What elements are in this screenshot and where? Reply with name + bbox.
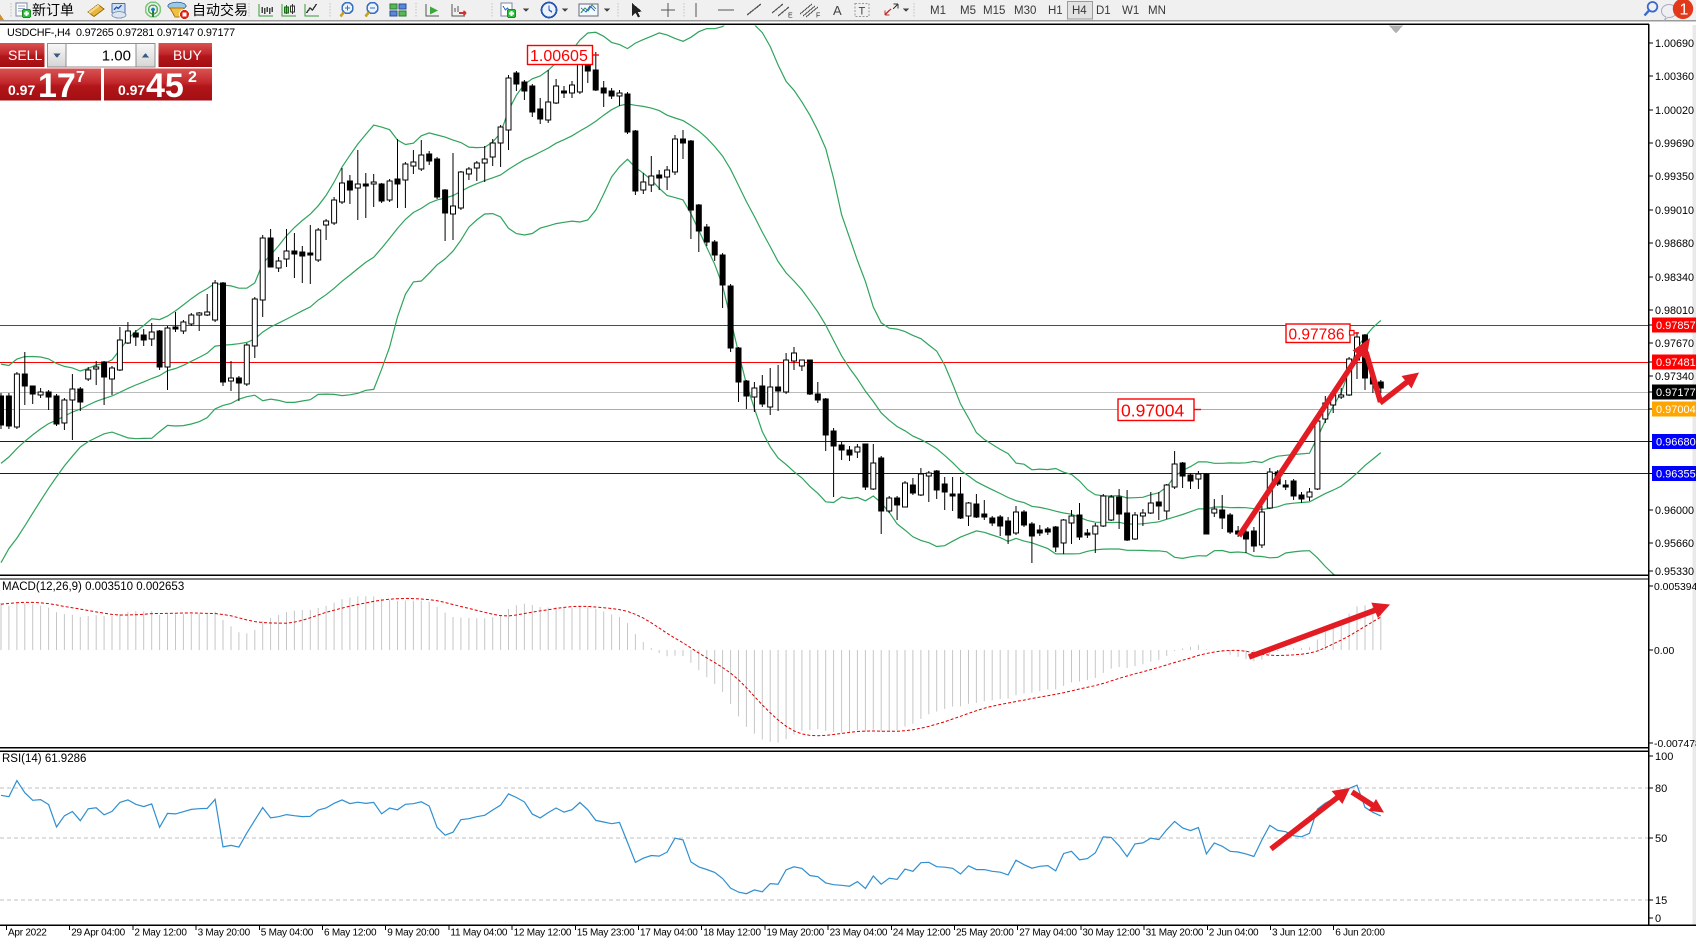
svg-text:SELL: SELL	[8, 47, 42, 63]
svg-text:1.00360: 1.00360	[1655, 71, 1694, 83]
svg-text:30 May 12:00: 30 May 12:00	[1082, 928, 1140, 939]
svg-text:31 May 20:00: 31 May 20:00	[1146, 928, 1204, 939]
svg-text:0.97481: 0.97481	[1656, 357, 1696, 369]
svg-text:11 May 04:00: 11 May 04:00	[450, 928, 508, 939]
svg-text:0.97340: 0.97340	[1655, 371, 1694, 383]
svg-text:25 May 20:00: 25 May 20:00	[956, 928, 1014, 939]
svg-text:0.97786: 0.97786	[1289, 327, 1345, 344]
svg-text:6 Jun 20:00: 6 Jun 20:00	[1335, 928, 1385, 939]
svg-text:0: 0	[1655, 913, 1661, 925]
svg-text:BUY: BUY	[173, 47, 202, 63]
svg-text:0.99350: 0.99350	[1655, 171, 1694, 183]
svg-text:H4: H4	[1072, 5, 1087, 17]
svg-text:USDCHF-,H4 0.97265 0.97281 0.: USDCHF-,H4 0.97265 0.97281 0.97147 0.971…	[7, 27, 235, 39]
svg-text:0.005394: 0.005394	[1654, 582, 1696, 593]
svg-text:0.97: 0.97	[8, 82, 35, 98]
svg-text:7: 7	[76, 69, 85, 86]
svg-text:M5: M5	[960, 5, 976, 17]
svg-text:Apr 2022: Apr 2022	[8, 928, 47, 939]
svg-text:0.95660: 0.95660	[1655, 538, 1694, 550]
svg-text:0.97004: 0.97004	[1121, 401, 1185, 421]
svg-text:6 May 12:00: 6 May 12:00	[324, 928, 377, 939]
svg-text:2: 2	[188, 69, 197, 86]
svg-text:15: 15	[1655, 895, 1667, 907]
svg-text:1.00690: 1.00690	[1655, 38, 1694, 50]
svg-text:新订单: 新订单	[32, 2, 74, 18]
svg-text:RSI(14) 61.9286: RSI(14) 61.9286	[2, 753, 86, 765]
svg-text:0.97004: 0.97004	[1656, 404, 1696, 416]
svg-text:0.96000: 0.96000	[1655, 505, 1694, 517]
svg-text:T: T	[859, 6, 866, 18]
svg-text:100: 100	[1655, 751, 1673, 763]
svg-text:50: 50	[1655, 833, 1667, 845]
svg-text:0.96680: 0.96680	[1656, 437, 1696, 449]
svg-text:自动交易: 自动交易	[192, 2, 248, 18]
svg-text:D1: D1	[1096, 5, 1111, 17]
svg-text:0.95330: 0.95330	[1655, 566, 1694, 578]
svg-text:1.00: 1.00	[102, 48, 131, 65]
svg-text:15 May 23:00: 15 May 23:00	[577, 928, 635, 939]
svg-text:-0.007478: -0.007478	[1654, 739, 1696, 750]
svg-text:9 May 20:00: 9 May 20:00	[387, 928, 440, 939]
svg-text:0.00: 0.00	[1654, 646, 1674, 657]
svg-text:45: 45	[146, 67, 184, 105]
svg-text:24 May 12:00: 24 May 12:00	[893, 928, 951, 939]
svg-text:F: F	[816, 13, 820, 20]
svg-text:H1: H1	[1048, 5, 1063, 17]
svg-text:3 Jun 12:00: 3 Jun 12:00	[1272, 928, 1322, 939]
svg-text:MACD(12,26,9) 0.003510 0.00265: MACD(12,26,9) 0.003510 0.002653	[2, 581, 184, 593]
svg-text:W1: W1	[1122, 5, 1139, 17]
svg-text:80: 80	[1655, 783, 1667, 795]
svg-text:23 May 04:00: 23 May 04:00	[830, 928, 888, 939]
svg-text:27 May 04:00: 27 May 04:00	[1019, 928, 1077, 939]
svg-text:5 May 04:00: 5 May 04:00	[261, 928, 314, 939]
svg-text:0.98680: 0.98680	[1655, 238, 1694, 250]
svg-text:MN: MN	[1148, 5, 1166, 17]
svg-text:0.99010: 0.99010	[1655, 205, 1694, 217]
svg-text:M30: M30	[1014, 5, 1036, 17]
svg-text:18 May 12:00: 18 May 12:00	[703, 928, 761, 939]
svg-text:A: A	[833, 3, 842, 18]
svg-text:0.97670: 0.97670	[1655, 338, 1694, 350]
svg-text:M1: M1	[930, 5, 946, 17]
svg-text:2 Jun 04:00: 2 Jun 04:00	[1209, 928, 1259, 939]
svg-text:M15: M15	[983, 5, 1005, 17]
svg-text:3 May 20:00: 3 May 20:00	[198, 928, 251, 939]
svg-text:19 May 20:00: 19 May 20:00	[766, 928, 824, 939]
svg-text:1.00020: 1.00020	[1655, 105, 1694, 117]
svg-text:0.98340: 0.98340	[1655, 272, 1694, 284]
svg-text:0.97177: 0.97177	[1656, 387, 1696, 399]
svg-text:0.98010: 0.98010	[1655, 305, 1694, 317]
svg-text:0.97857: 0.97857	[1656, 320, 1696, 332]
svg-text:1: 1	[1680, 2, 1689, 19]
svg-text:17 May 04:00: 17 May 04:00	[640, 928, 698, 939]
svg-text:0.97: 0.97	[118, 82, 145, 98]
svg-text:E: E	[788, 13, 793, 20]
svg-text:17: 17	[38, 67, 76, 105]
svg-text:12 May 12:00: 12 May 12:00	[514, 928, 572, 939]
svg-text:2 May 12:00: 2 May 12:00	[134, 928, 187, 939]
svg-text:0.96355: 0.96355	[1656, 469, 1696, 481]
svg-text:1.00605: 1.00605	[530, 48, 588, 65]
svg-text:29 Apr 04:00: 29 Apr 04:00	[71, 928, 125, 939]
svg-text:0.99690: 0.99690	[1655, 138, 1694, 150]
